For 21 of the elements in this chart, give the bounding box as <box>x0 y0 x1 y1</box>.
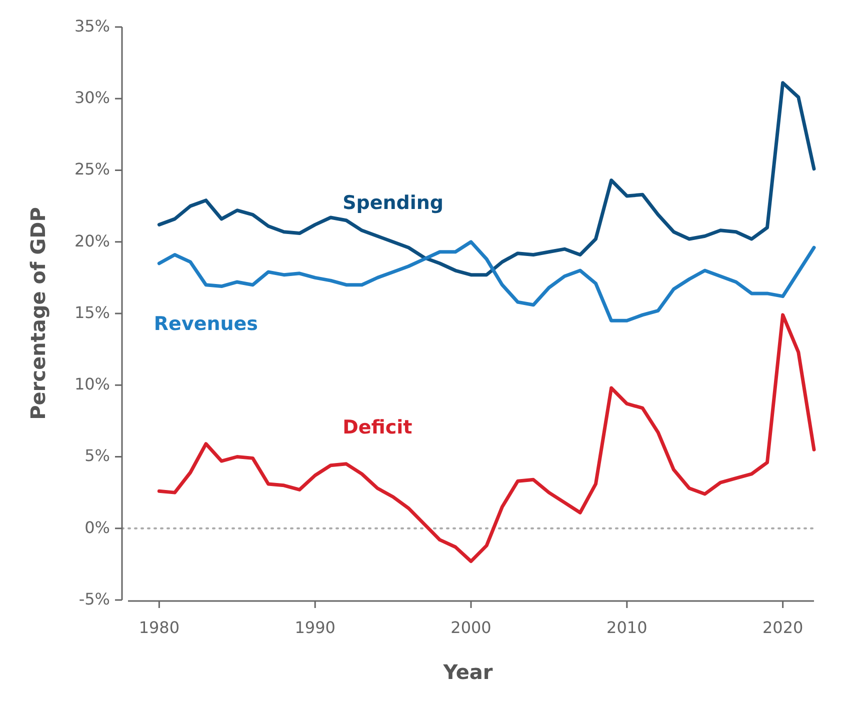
x-tick-label: 1980 <box>138 618 180 637</box>
line-series <box>157 313 816 564</box>
x-tick-label: 2000 <box>450 618 492 637</box>
y-tick-label: -5% <box>78 589 110 608</box>
y-tick-label: 20% <box>74 231 110 250</box>
x-tick-label: 1990 <box>294 618 336 637</box>
line-series <box>157 81 816 277</box>
series-label: Deficit <box>342 416 412 438</box>
y-tick-label: 0% <box>84 518 110 537</box>
x-tick-label: 2020 <box>762 618 804 637</box>
y-tick-label: 15% <box>74 302 110 322</box>
x-tick-label: 2010 <box>606 618 648 637</box>
y-tick-label: 35% <box>74 16 110 36</box>
y-axis-title: Percentage of GDP <box>26 207 50 420</box>
y-tick-label: 10% <box>74 374 110 394</box>
series-label: Spending <box>342 192 444 214</box>
y-tick-label: 30% <box>74 88 110 107</box>
series-label: Revenues <box>154 313 258 336</box>
x-axis-title: Year <box>442 660 493 684</box>
y-tick-label: 25% <box>74 160 110 179</box>
y-tick-label: 5% <box>84 446 110 466</box>
